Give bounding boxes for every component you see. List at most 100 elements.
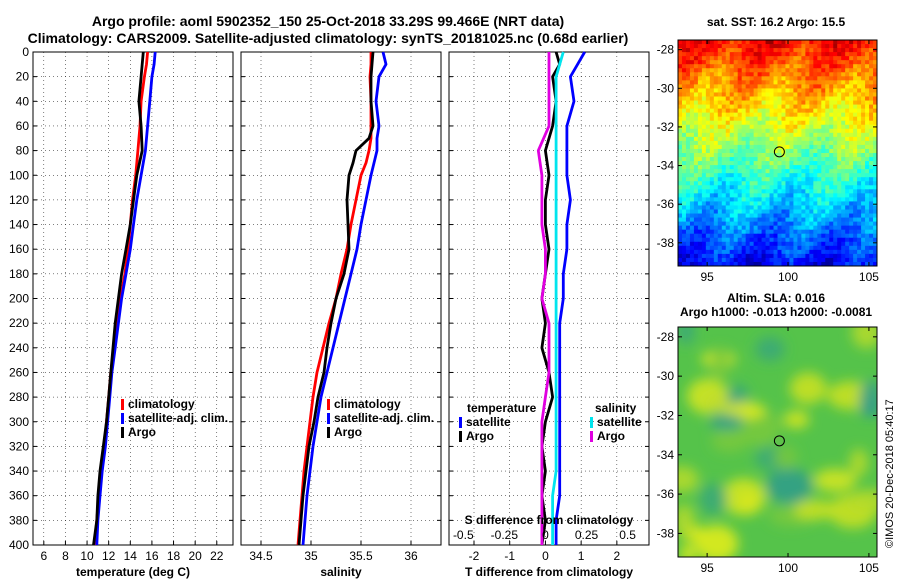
sst-cell bbox=[713, 237, 719, 243]
sst-cell bbox=[813, 205, 818, 211]
sst-cell bbox=[777, 193, 783, 198]
sst-cell bbox=[857, 241, 862, 247]
sst-cell bbox=[821, 169, 826, 174]
sst-cell bbox=[857, 161, 862, 166]
sst-cell bbox=[741, 48, 747, 53]
sst-cell bbox=[845, 132, 850, 138]
sst-cell bbox=[705, 104, 711, 110]
sst-cell bbox=[817, 112, 822, 118]
sst-cell bbox=[729, 48, 735, 53]
sst-cell bbox=[837, 213, 842, 219]
sst-cell bbox=[793, 229, 798, 235]
sst-cell bbox=[717, 161, 723, 166]
sst-cell bbox=[737, 40, 743, 45]
sst-cell bbox=[733, 80, 739, 85]
sst-cell bbox=[689, 92, 695, 98]
sst-cell bbox=[721, 48, 727, 53]
sst-cell bbox=[829, 84, 834, 90]
sst-cell bbox=[821, 189, 826, 194]
sst-cell bbox=[681, 153, 687, 158]
sst-cell bbox=[817, 48, 822, 53]
sst-cell bbox=[733, 177, 739, 182]
sst-cell bbox=[693, 189, 699, 194]
sst-cell bbox=[869, 144, 874, 150]
sst-cell bbox=[809, 165, 814, 170]
legend-label: satellite-adj. clim. bbox=[334, 411, 434, 425]
sst-cell bbox=[869, 181, 874, 186]
sst-cell bbox=[821, 197, 826, 203]
sst-cell bbox=[745, 209, 751, 215]
sst-cell bbox=[793, 201, 798, 207]
sst-cell bbox=[753, 68, 759, 73]
sst-cell bbox=[689, 52, 695, 57]
sst-cell bbox=[841, 193, 846, 198]
sst-cell bbox=[805, 48, 810, 53]
sst-cell bbox=[809, 140, 814, 146]
sst-cell bbox=[853, 177, 858, 182]
sst-cell bbox=[753, 92, 759, 98]
sst-cell bbox=[697, 217, 703, 223]
legend-swatch bbox=[590, 431, 593, 442]
sst-cell bbox=[841, 72, 846, 77]
sst-cell bbox=[709, 229, 715, 235]
sst-cell bbox=[721, 116, 727, 122]
sst-cell bbox=[781, 193, 787, 198]
sst-cell bbox=[833, 193, 838, 198]
sst-cell bbox=[777, 169, 783, 174]
sst-cell bbox=[749, 229, 755, 235]
sst-cell bbox=[801, 76, 806, 81]
sst-cell bbox=[825, 185, 830, 190]
sst-cell bbox=[781, 116, 787, 122]
sst-cell bbox=[857, 221, 862, 227]
sst-cell bbox=[837, 68, 842, 73]
sst-map: 95 100 105-28-30-32-34-36-38 bbox=[657, 39, 879, 284]
sst-cell bbox=[737, 177, 743, 182]
sst-cell bbox=[757, 249, 763, 255]
sst-cell bbox=[765, 221, 771, 227]
sst-cell bbox=[705, 68, 711, 73]
sst-cell bbox=[837, 185, 842, 190]
sst-cell bbox=[705, 88, 711, 94]
sst-cell bbox=[701, 169, 707, 174]
sst-cell bbox=[737, 52, 743, 57]
sst-cell bbox=[765, 104, 771, 110]
sst-cell bbox=[837, 40, 842, 45]
sst-cell bbox=[853, 249, 858, 255]
sst-cell bbox=[789, 112, 795, 118]
sst-cell bbox=[737, 136, 743, 142]
sst-cell bbox=[785, 92, 791, 98]
sst-cell bbox=[861, 56, 866, 61]
sst-cell bbox=[761, 177, 767, 182]
sst-cell bbox=[725, 161, 731, 166]
sst-cell bbox=[837, 92, 842, 98]
sst-cell bbox=[817, 144, 822, 150]
sst-cell bbox=[845, 76, 850, 81]
sst-cell bbox=[865, 153, 870, 158]
sst-cell bbox=[678, 76, 683, 81]
sst-cell bbox=[745, 241, 751, 247]
sst-cell bbox=[821, 80, 826, 85]
sst-cell bbox=[781, 213, 787, 219]
sst-cell bbox=[801, 104, 806, 110]
sst-cell bbox=[689, 193, 695, 198]
sst-cell bbox=[865, 124, 870, 130]
sst-cell bbox=[789, 221, 795, 227]
sst-cell bbox=[749, 205, 755, 211]
sst-cell bbox=[849, 157, 854, 162]
sst-cell bbox=[869, 100, 874, 106]
sst-cell bbox=[749, 193, 755, 198]
sst-cell bbox=[837, 100, 842, 106]
sst-cell bbox=[793, 245, 798, 251]
sst-cell bbox=[678, 120, 683, 126]
sst-cell bbox=[693, 161, 699, 166]
sst-cell bbox=[697, 108, 703, 114]
sst-cell bbox=[773, 237, 779, 243]
sst-cell bbox=[709, 157, 715, 162]
sst-cell bbox=[733, 124, 739, 130]
sst-cell bbox=[741, 68, 747, 73]
sst-cell bbox=[861, 209, 866, 215]
sst-cell bbox=[809, 257, 814, 263]
sst-cell bbox=[697, 225, 703, 231]
sst-cell bbox=[829, 148, 834, 154]
sst-cell bbox=[749, 253, 755, 259]
